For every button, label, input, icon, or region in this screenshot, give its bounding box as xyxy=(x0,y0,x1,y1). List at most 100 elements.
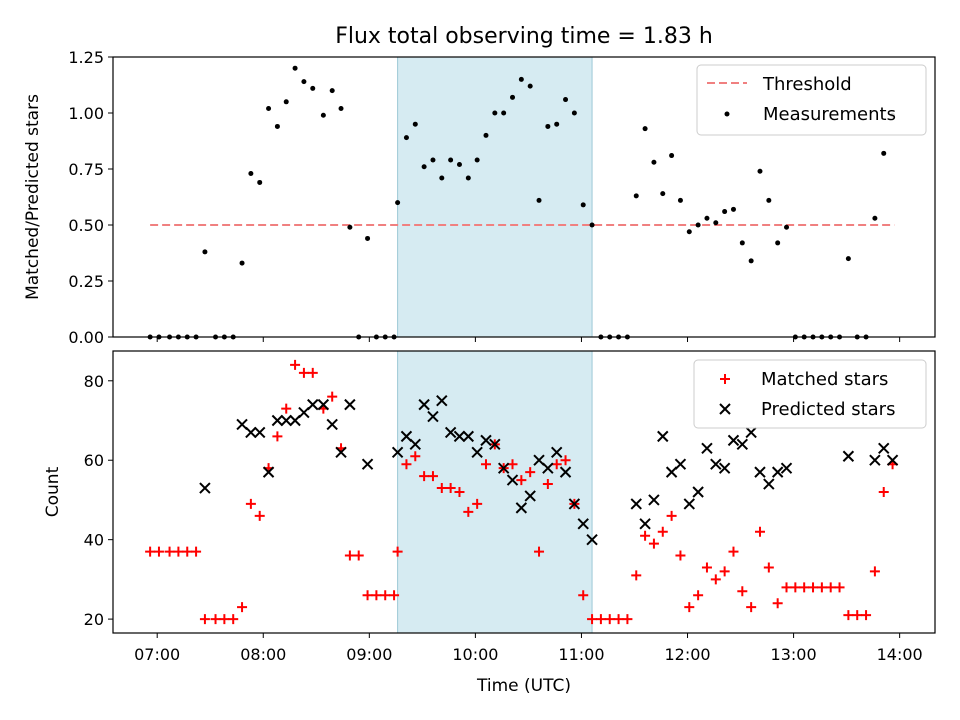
measurement-point xyxy=(421,164,427,170)
matched-star-marker xyxy=(362,590,373,601)
legend-predicted-swatch xyxy=(719,403,731,415)
matched-star-marker xyxy=(210,614,221,625)
matched-star-marker xyxy=(344,550,355,561)
measurement-point xyxy=(248,170,254,176)
measurement-point xyxy=(448,157,454,163)
predicted-star-marker xyxy=(497,462,510,474)
matched-star-marker xyxy=(701,562,712,573)
matched-star-marker xyxy=(560,455,571,466)
predicted-star-marker xyxy=(418,398,430,411)
predicted-star-marker xyxy=(271,414,284,427)
bottom-y-tick-label: 40 xyxy=(84,531,104,550)
measurement-point xyxy=(563,97,569,103)
predicted-star-marker xyxy=(391,446,404,458)
bottom-x-tick-label: 08:00 xyxy=(240,645,286,664)
legend-measurements-label: Measurements xyxy=(763,104,896,125)
bottom-y-tick-label: 20 xyxy=(84,610,104,629)
predicted-star-marker xyxy=(344,398,356,411)
measurement-point xyxy=(669,153,675,159)
bottom-y-tick-label: 80 xyxy=(84,372,104,391)
matched-star-marker xyxy=(710,574,721,585)
predicted-star-marker xyxy=(657,430,669,443)
measurement-point xyxy=(554,121,560,127)
matched-star-marker xyxy=(272,431,283,442)
predicted-star-marker xyxy=(317,398,330,411)
matched-star-marker xyxy=(693,590,704,601)
predicted-star-marker xyxy=(326,418,338,431)
predicted-star-marker xyxy=(648,494,660,506)
measurement-point xyxy=(713,220,719,226)
measurement-point xyxy=(722,209,728,215)
matched-star-marker xyxy=(640,530,651,541)
matched-star-marker xyxy=(869,566,880,577)
predicted-star-marker xyxy=(245,426,257,439)
bottom-shaded-interval xyxy=(397,350,593,634)
predicted-star-marker xyxy=(307,398,319,411)
predicted-star-marker xyxy=(586,533,598,546)
measurement-point xyxy=(775,240,781,246)
matched-star-marker xyxy=(834,582,845,593)
predicted-star-marker xyxy=(453,430,466,443)
top-legend-box xyxy=(696,64,927,136)
measurement-point xyxy=(412,121,418,127)
bottom-x-axis-label: Time (UTC) xyxy=(476,676,571,696)
matched-star-marker xyxy=(182,546,193,557)
predicted-star-marker xyxy=(524,490,536,502)
measurement-point xyxy=(439,175,445,181)
matched-star-marker xyxy=(327,391,338,402)
measurement-point xyxy=(518,76,524,82)
measurement-point xyxy=(483,132,489,138)
matched-star-marker xyxy=(245,498,256,509)
predicted-star-marker xyxy=(436,394,448,407)
predicted-star-marker xyxy=(568,498,581,510)
predicted-star-marker xyxy=(489,438,501,451)
matched-star-marker xyxy=(307,367,318,378)
predicted-star-marker xyxy=(763,478,775,490)
predicted-star-marker xyxy=(701,442,713,455)
matched-star-marker xyxy=(861,610,872,621)
matched-star-marker xyxy=(173,546,184,557)
predicted-star-marker xyxy=(683,498,695,510)
matched-star-marker xyxy=(191,546,202,557)
predicted-star-marker xyxy=(559,466,572,478)
predicted-star-marker xyxy=(692,486,704,498)
predicted-star-marker xyxy=(639,518,651,530)
matched-star-marker xyxy=(578,590,589,601)
measurement-point xyxy=(589,222,595,228)
predicted-star-marker xyxy=(471,446,483,458)
matched-star-marker xyxy=(153,546,164,557)
matched-star-marker xyxy=(410,451,421,462)
measurement-point xyxy=(338,106,344,112)
bottom-legend: Matched stars Predicted stars xyxy=(693,359,927,429)
measurement-point xyxy=(766,197,772,203)
matched-star-marker xyxy=(298,367,309,378)
measurement-point xyxy=(704,215,710,221)
matched-star-marker xyxy=(525,467,536,478)
bottom-plot-frame xyxy=(112,350,936,634)
predicted-star-marker xyxy=(869,454,881,466)
matched-star-marker xyxy=(516,475,527,486)
top-panel: 0.00 0.25 0.50 0.75 1.00 1.25 Matched/Predict… xyxy=(23,48,936,347)
predicted-star-marker xyxy=(780,462,793,474)
matched-star-marker xyxy=(353,550,364,561)
measurement-point xyxy=(430,157,436,163)
matched-star-marker xyxy=(604,614,615,625)
predicted-star-marker xyxy=(842,450,855,462)
top-y-tick-label: 0.25 xyxy=(68,272,104,291)
matched-star-marker xyxy=(380,590,391,601)
predicted-star-marker xyxy=(710,458,722,470)
predicted-star-marker xyxy=(878,442,890,455)
measurement-point xyxy=(456,162,462,168)
matched-star-marker xyxy=(507,459,518,470)
bottom-x-tick-label: 07:00 xyxy=(134,645,180,664)
matched-star-marker xyxy=(551,459,562,470)
matched-star-marker xyxy=(737,586,748,597)
predicted-star-marker xyxy=(289,414,301,427)
predicted-star-marker xyxy=(444,426,457,439)
measurement-point xyxy=(365,235,371,241)
top-y-tick-label: 1.25 xyxy=(68,48,104,67)
bottom-y-axis-label: Count xyxy=(43,466,63,517)
bottom-x-tick-label: 13:00 xyxy=(771,645,817,664)
measurement-point xyxy=(320,112,326,118)
